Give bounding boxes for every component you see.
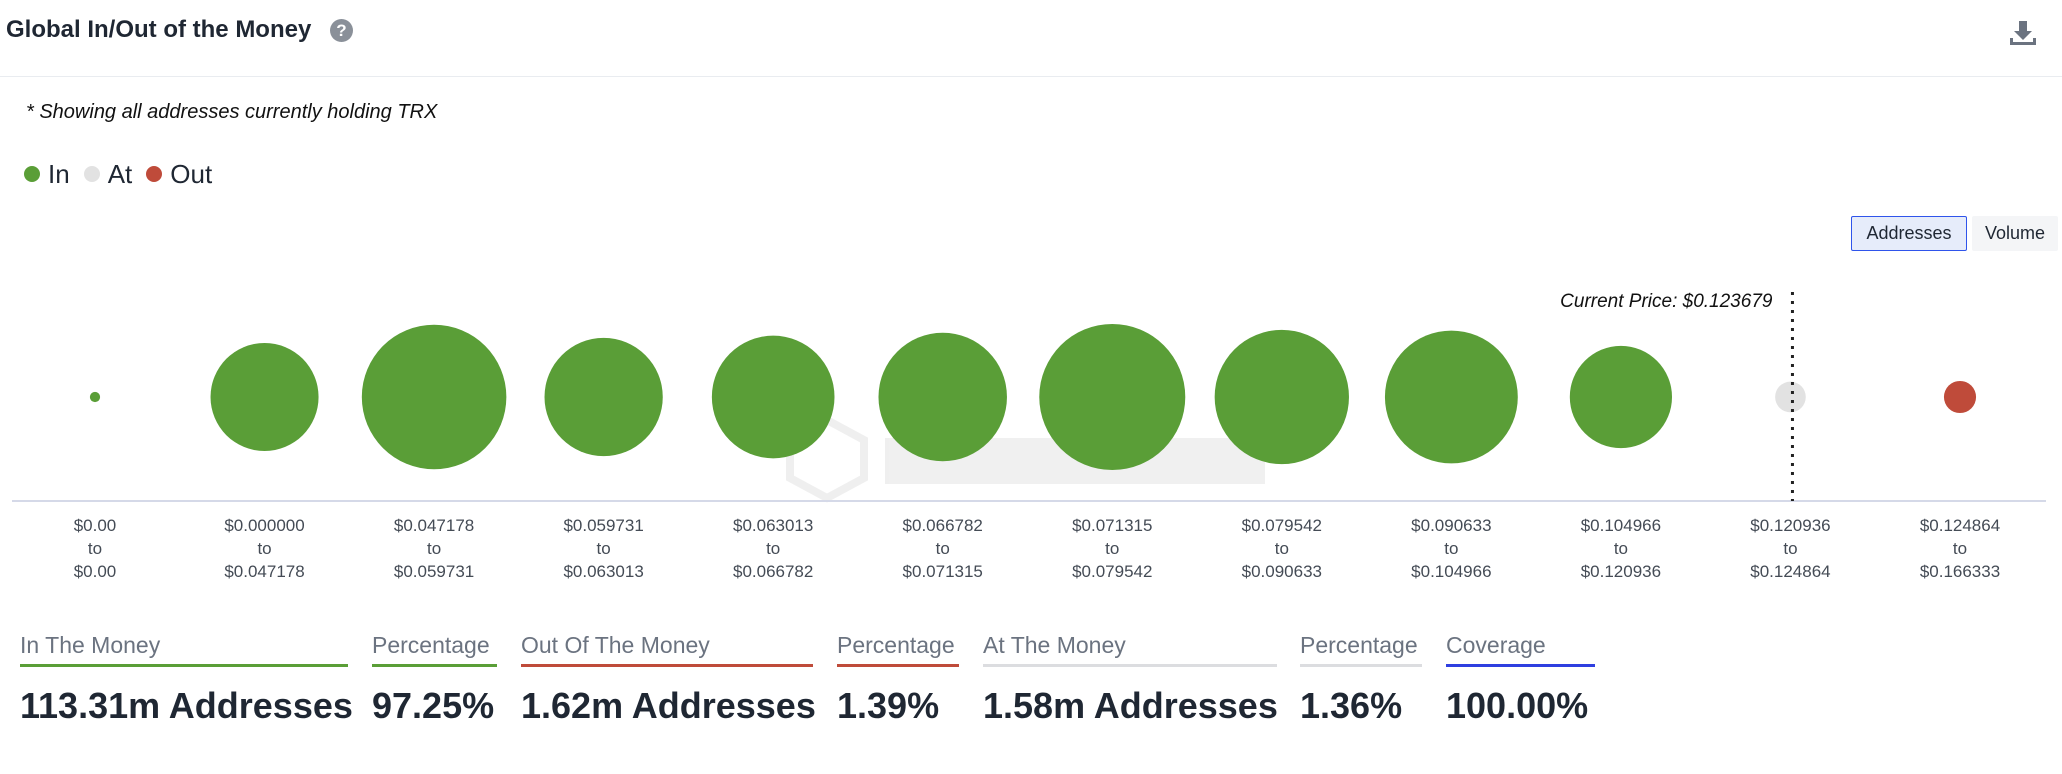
tick-label-low: $0.059731 bbox=[563, 516, 643, 535]
tick-label-high: $0.104966 bbox=[1411, 562, 1491, 581]
tick-label-low: $0.120936 bbox=[1750, 516, 1830, 535]
tick-label-connector: to bbox=[257, 539, 271, 558]
bubble-in[interactable] bbox=[1569, 345, 1673, 449]
bubble-in[interactable] bbox=[210, 342, 319, 452]
legend-label-in: In bbox=[48, 158, 70, 189]
tick-label-connector: to bbox=[1105, 539, 1119, 558]
bubble-in[interactable] bbox=[544, 337, 663, 457]
tick-label-high: $0.047178 bbox=[224, 562, 304, 581]
tick-label-low: $0.090633 bbox=[1411, 516, 1491, 535]
tick-label-high: $0.120936 bbox=[1581, 562, 1661, 581]
stat-bar bbox=[837, 664, 959, 667]
bubble-chart: Current Price: $0.123679 $0.00 to $0.00 $0.… bbox=[12, 291, 2046, 581]
holders-note: * Showing all addresses currently holdin… bbox=[26, 101, 438, 123]
bubble-in[interactable] bbox=[711, 335, 835, 459]
addresses-toggle-button[interactable]: Addresses bbox=[1851, 216, 1967, 251]
legend-dot-in bbox=[24, 166, 40, 182]
help-icon[interactable]: ? bbox=[330, 19, 353, 42]
stat-label: Out Of The Money bbox=[521, 632, 710, 658]
stat-bar bbox=[20, 664, 348, 667]
bubble-in[interactable] bbox=[361, 324, 507, 470]
tick-label-connector: to bbox=[88, 539, 102, 558]
stat-bar bbox=[521, 664, 813, 667]
bubble-in[interactable] bbox=[878, 332, 1007, 462]
tick-label-high: $0.059731 bbox=[394, 562, 474, 581]
legend-label-at: At bbox=[107, 158, 133, 189]
tick-label-high: $0.00 bbox=[74, 562, 117, 581]
legend-label-out: Out bbox=[170, 158, 213, 189]
tick-label-connector: to bbox=[936, 539, 950, 558]
tick-label-connector: to bbox=[1275, 539, 1289, 558]
volume-toggle-button[interactable]: Volume bbox=[1972, 216, 2058, 251]
stat-bar bbox=[983, 664, 1277, 667]
stat-value: 1.58m Addresses bbox=[983, 685, 1278, 726]
tick-label-low: $0.00 bbox=[74, 516, 117, 535]
tick-label-high: $0.124864 bbox=[1750, 562, 1830, 581]
stat-bar bbox=[1300, 664, 1422, 667]
stat-value: 97.25% bbox=[372, 685, 495, 726]
stat-label: In The Money bbox=[20, 632, 161, 658]
tick-label-low: $0.063013 bbox=[733, 516, 813, 535]
bubble-in[interactable] bbox=[1214, 329, 1349, 465]
stat-label: Percentage bbox=[1300, 632, 1418, 658]
legend-item-in[interactable]: In bbox=[24, 159, 70, 190]
tick-label-high: $0.063013 bbox=[563, 562, 643, 581]
page-title: Global In/Out of the Money bbox=[6, 16, 312, 43]
stat-at-the-money: At The Money 1.58m Addresses bbox=[983, 630, 1278, 727]
bubble-in[interactable] bbox=[89, 391, 101, 403]
tick-label-connector: to bbox=[597, 539, 611, 558]
stat-out-percentage: Percentage 1.39% bbox=[837, 630, 959, 727]
tick-label-low: $0.047178 bbox=[394, 516, 474, 535]
legend-item-out[interactable]: Out bbox=[146, 159, 212, 190]
tick-label-high: $0.071315 bbox=[903, 562, 983, 581]
tick-label-connector: to bbox=[427, 539, 441, 558]
tick-label-high: $0.079542 bbox=[1072, 562, 1152, 581]
legend-dot-out bbox=[146, 166, 163, 182]
stat-label: Percentage bbox=[837, 632, 955, 658]
stat-bar bbox=[1446, 664, 1595, 667]
bubble-out[interactable] bbox=[1943, 380, 1977, 414]
summary-stats: In The Money 113.31m Addresses Percentag… bbox=[0, 630, 2062, 750]
tick-label-connector: to bbox=[1614, 539, 1628, 558]
bubble-in[interactable] bbox=[1039, 324, 1186, 470]
stat-in-percentage: Percentage 97.25% bbox=[372, 630, 497, 727]
tick-label-low: $0.066782 bbox=[903, 516, 983, 535]
tick-label-low: $0.104966 bbox=[1581, 516, 1661, 535]
stat-value: 113.31m Addresses bbox=[20, 685, 353, 726]
tick-label-high: $0.090633 bbox=[1242, 562, 1322, 581]
bubble-in[interactable] bbox=[1384, 330, 1518, 464]
stat-at-percentage: Percentage 1.36% bbox=[1300, 630, 1422, 727]
tick-label-connector: to bbox=[1953, 539, 1967, 558]
tick-label-low: $0.124864 bbox=[1920, 516, 2000, 535]
legend-item-at[interactable]: At bbox=[83, 158, 133, 190]
stat-label: At The Money bbox=[983, 632, 1126, 658]
tick-label-connector: to bbox=[766, 539, 780, 558]
download-icon[interactable] bbox=[2008, 18, 2038, 48]
legend-dot-at bbox=[83, 166, 100, 182]
chart-legend: In At Out bbox=[24, 159, 226, 189]
stat-label: Coverage bbox=[1446, 632, 1546, 658]
tick-label-high: $0.066782 bbox=[733, 562, 813, 581]
tick-label-low: $0.079542 bbox=[1242, 516, 1322, 535]
tick-label-connector: to bbox=[1783, 539, 1797, 558]
stat-out-of-the-money: Out Of The Money 1.62m Addresses bbox=[521, 630, 816, 727]
current-price-label: Current Price: $0.123679 bbox=[1560, 291, 1773, 312]
stat-in-the-money: In The Money 113.31m Addresses bbox=[20, 630, 353, 727]
tick-label-low: $0.000000 bbox=[224, 516, 304, 535]
stat-coverage: Coverage 100.00% bbox=[1446, 630, 1595, 727]
stat-label: Percentage bbox=[372, 632, 490, 658]
bubble-at[interactable] bbox=[1775, 381, 1806, 413]
stat-bar bbox=[372, 664, 497, 667]
stat-value: 1.36% bbox=[1300, 685, 1403, 726]
watermark bbox=[786, 415, 1265, 503]
header-bar: Global In/Out of the Money ? bbox=[0, 0, 2062, 77]
stat-value: 1.62m Addresses bbox=[521, 685, 816, 726]
tick-label-high: $0.166333 bbox=[1920, 562, 2000, 581]
tick-label-connector: to bbox=[1444, 539, 1458, 558]
tick-label-low: $0.071315 bbox=[1072, 516, 1152, 535]
stat-value: 1.39% bbox=[837, 685, 940, 726]
stat-value: 100.00% bbox=[1446, 685, 1589, 726]
